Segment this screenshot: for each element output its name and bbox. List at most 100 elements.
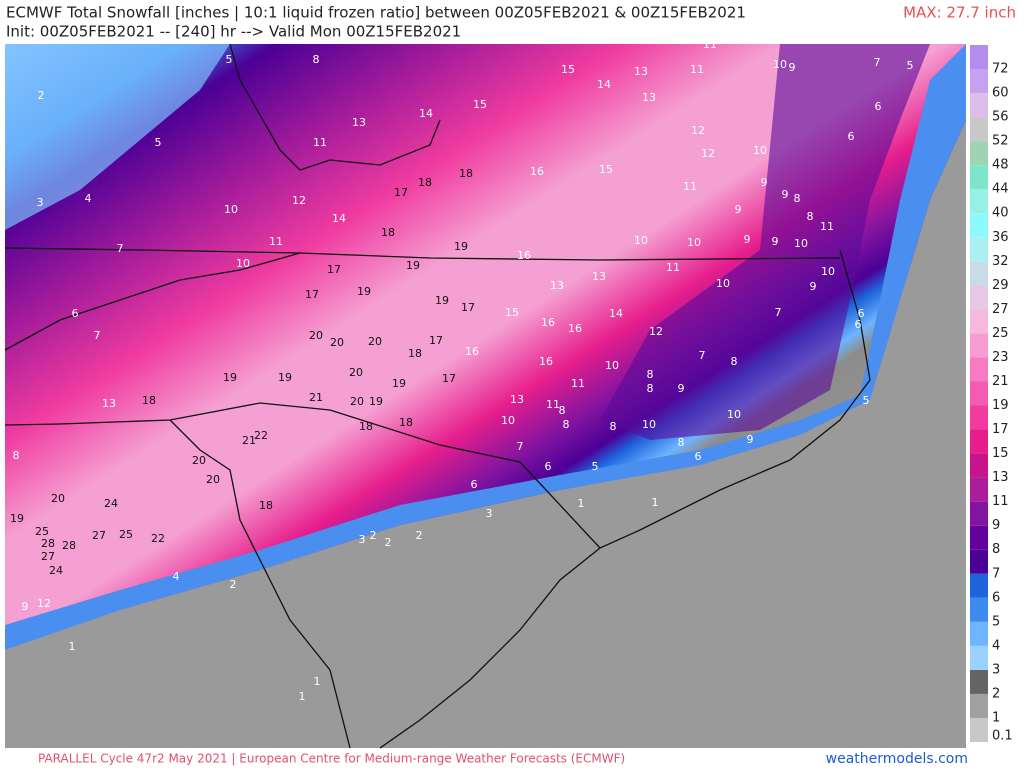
colorbar-swatch (970, 333, 988, 358)
colorbar-swatch (970, 261, 988, 286)
snow-label: 9 (810, 280, 817, 293)
colorbar-label: 8 (992, 542, 1000, 557)
snow-label: 10 (753, 144, 767, 157)
snow-label: 5 (907, 59, 914, 72)
snow-label: 16 (539, 355, 553, 368)
colorbar-label: 48 (992, 158, 1009, 173)
title: ECMWF Total Snowfall [inches | 10:1 liqu… (6, 4, 746, 22)
snow-label: 1 (652, 496, 659, 509)
snow-label: 2 (385, 536, 392, 549)
colorbar-label: 6 (992, 590, 1000, 605)
snow-label: 8 (313, 53, 320, 66)
snow-label: 19 (454, 240, 468, 253)
snow-label: 20 (192, 454, 206, 467)
colorbar-swatch (970, 381, 988, 406)
snow-label: 9 (761, 176, 768, 189)
colorbar-label: 3 (992, 662, 1000, 677)
colorbar-label: 32 (992, 254, 1009, 269)
snow-label: 28 (41, 537, 55, 550)
colorbar-label: 72 (992, 62, 1009, 77)
snow-label: 1 (69, 640, 76, 653)
colorbar-swatch (970, 285, 988, 310)
purple-coast (600, 44, 930, 440)
snow-label: 18 (459, 167, 473, 180)
colorbar-label: 23 (992, 350, 1009, 365)
colorbar-label: 56 (992, 110, 1009, 125)
snow-label: 11 (690, 63, 704, 76)
colorbar-label: 13 (992, 470, 1009, 485)
snow-label: 11 (703, 38, 717, 51)
snow-label: 6 (858, 307, 865, 320)
colorbar-label: 5 (992, 614, 1000, 629)
colorbar-swatch (970, 525, 988, 550)
snow-label: 18 (408, 347, 422, 360)
snow-label: 11 (683, 180, 697, 193)
colorbar-swatch (970, 429, 988, 454)
snow-label: 12 (701, 147, 715, 160)
snow-label: 21 (309, 391, 323, 404)
colorbar-swatch (970, 189, 988, 214)
snow-label: 9 (772, 235, 779, 248)
snow-label: 20 (350, 395, 364, 408)
snow-label: 8 (678, 436, 685, 449)
footer-right: weathermodels.com (826, 751, 968, 767)
snow-label: 8 (647, 368, 654, 381)
snow-label: 18 (142, 394, 156, 407)
snow-label: 2 (38, 89, 45, 102)
snow-label: 17 (442, 372, 456, 385)
colorbar-swatch (970, 357, 988, 382)
snow-label: 10 (605, 359, 619, 372)
snow-label: 11 (546, 398, 560, 411)
snow-label: 8 (807, 210, 814, 223)
snow-label: 9 (735, 203, 742, 216)
snow-label: 20 (309, 329, 323, 342)
snow-label: 20 (206, 473, 220, 486)
snow-label: 10 (634, 234, 648, 247)
snow-label: 13 (352, 116, 366, 129)
snow-label: 7 (117, 242, 124, 255)
snow-label: 8 (610, 420, 617, 433)
snow-label: 22 (254, 429, 268, 442)
snow-label: 19 (406, 259, 420, 272)
low-snow (5, 120, 966, 748)
colorbar-swatch (970, 165, 988, 190)
snow-label: 12 (292, 194, 306, 207)
snow-label: 16 (530, 165, 544, 178)
colorbar-label: 11 (992, 494, 1009, 509)
snow-label: 14 (609, 307, 623, 320)
snow-label: 10 (687, 236, 701, 249)
snow-label: 7 (699, 349, 706, 362)
snow-label: 6 (855, 318, 862, 331)
snow-label: 19 (10, 512, 24, 525)
snow-label: 9 (678, 382, 685, 395)
snow-label: 1 (314, 675, 321, 688)
footer-left: PARALLEL Cycle 47r2 May 2021 | European … (38, 752, 625, 766)
colorbar-label: 27 (992, 302, 1009, 317)
snow-label: 24 (49, 564, 63, 577)
snow-label: 19 (223, 371, 237, 384)
snow-label: 17 (429, 334, 443, 347)
snow-label: 15 (599, 163, 613, 176)
map (4, 43, 966, 749)
snow-label: 21 (242, 434, 256, 447)
snow-label: 24 (104, 497, 118, 510)
snow-label: 13 (642, 91, 656, 104)
snow-label: 20 (51, 492, 65, 505)
colorbar-label: 60 (992, 86, 1009, 101)
snow-label: 18 (399, 416, 413, 429)
snow-label: 18 (259, 499, 273, 512)
state-lines (4, 43, 871, 749)
snow-label: 10 (794, 237, 808, 250)
snow-label: 25 (119, 528, 133, 541)
snow-label: 6 (875, 100, 882, 113)
snow-label: 17 (394, 186, 408, 199)
snow-label: 19 (435, 294, 449, 307)
snow-label: 25 (35, 525, 49, 538)
colorbar-label: 40 (992, 206, 1009, 221)
colorbar-swatch (970, 501, 988, 526)
snow-label: 8 (13, 449, 20, 462)
max-label: MAX: 27.7 inch (903, 4, 1016, 22)
colorbar-label: 19 (992, 398, 1009, 413)
snow-label: 7 (874, 56, 881, 69)
snow-label: 2 (370, 529, 377, 542)
